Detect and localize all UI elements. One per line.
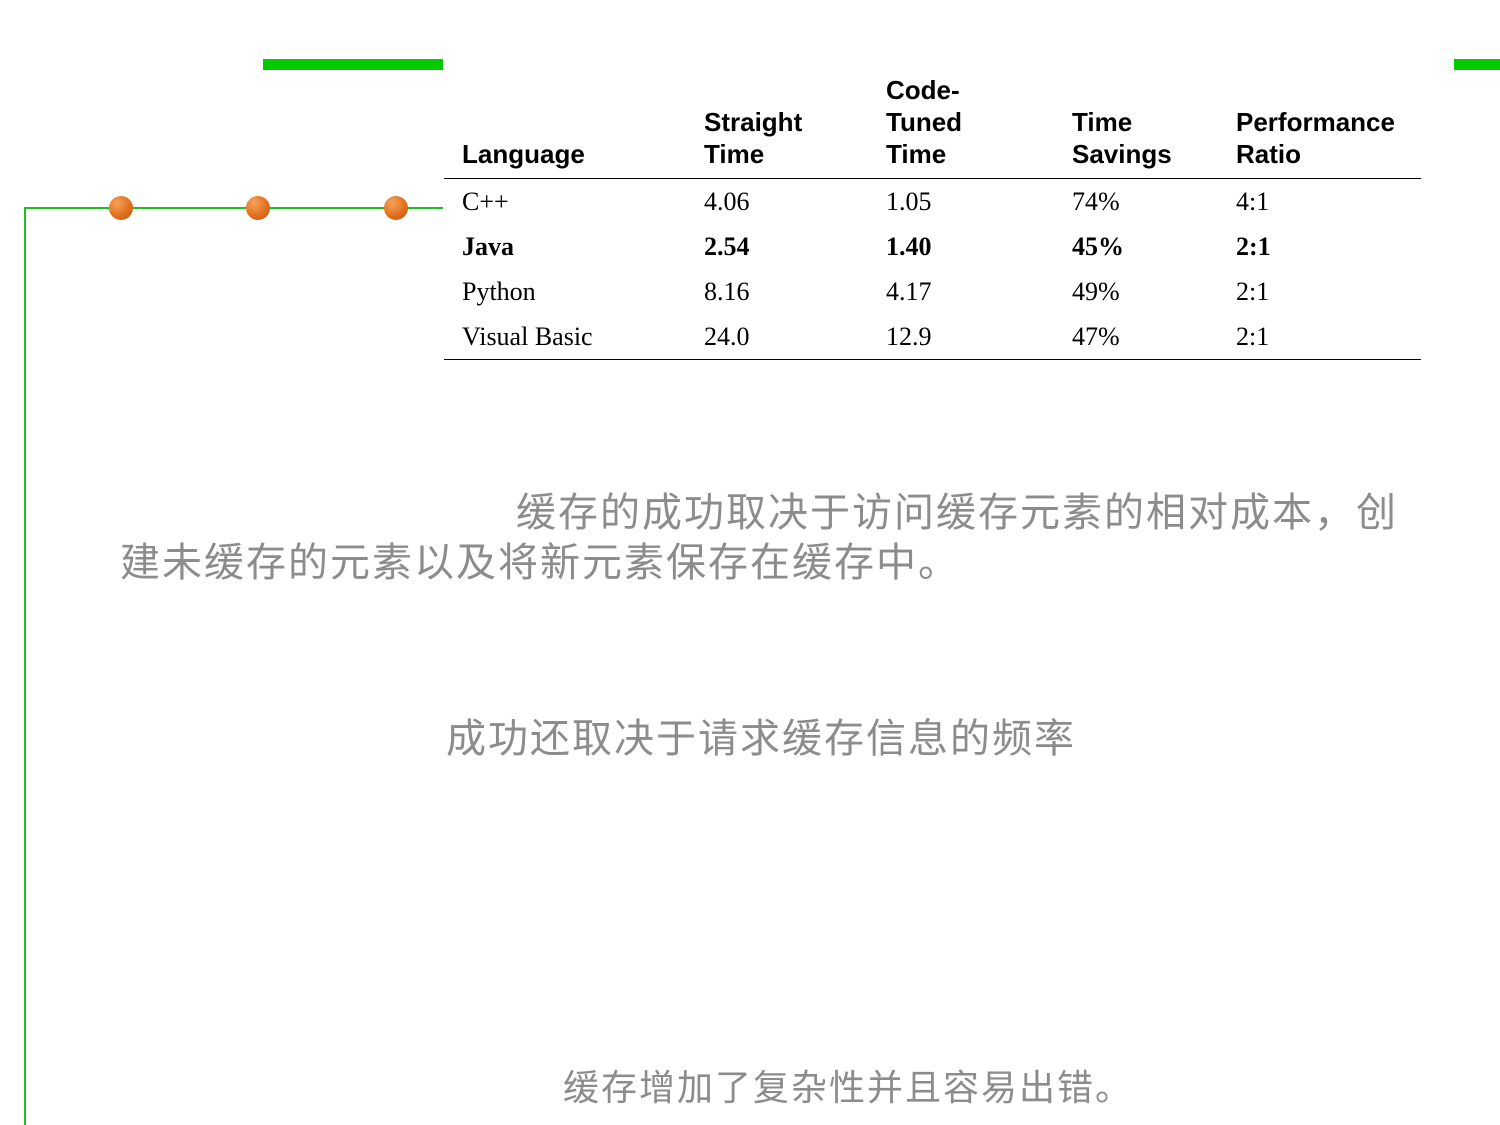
table-row: Python 8.16 4.17 49% 2:1 xyxy=(444,269,1421,314)
decorative-vertical-line xyxy=(24,207,26,1125)
cell-straight-time: 8.16 xyxy=(704,276,750,306)
table-row: Java 2.54 1.40 45% 2:1 xyxy=(444,224,1421,269)
cell-time-savings: 45% xyxy=(1072,231,1124,261)
cell-performance-ratio: 2:1 xyxy=(1236,276,1270,306)
header-code-tuned-time: Code- Tuned Time xyxy=(886,74,1072,179)
cell-language: C++ xyxy=(462,186,509,216)
orange-bullet-dot xyxy=(384,196,408,220)
cell-straight-time: 2.54 xyxy=(704,231,750,261)
cell-language: Java xyxy=(462,231,514,261)
header-time-savings: Time Savings xyxy=(1072,74,1236,179)
cell-performance-ratio: 4:1 xyxy=(1236,186,1270,216)
cell-straight-time: 24.0 xyxy=(704,314,886,360)
body-paragraph-cache-complexity: 缓存增加了复杂性并且容易出错。 xyxy=(563,1068,1134,1109)
cell-code-tuned-time: 12.9 xyxy=(886,314,1072,360)
header-straight-time: Straight Time xyxy=(704,74,886,179)
header-language: Language xyxy=(444,74,704,179)
body-paragraph-cache-cost: 缓存的成功取决于访问缓存元素的相对成本，创建未缓存的元素以及将新元素保存在缓存中… xyxy=(120,490,1398,586)
performance-table: Language Straight Time Code- Tuned Time … xyxy=(444,74,1421,360)
cell-code-tuned-time: 1.40 xyxy=(886,231,932,261)
header-performance-ratio: Performance Ratio xyxy=(1236,74,1421,179)
decorative-horizontal-line xyxy=(24,207,443,209)
orange-bullet-dot xyxy=(109,196,133,220)
cell-language: Visual Basic xyxy=(444,314,704,360)
table-header-row: Language Straight Time Code- Tuned Time … xyxy=(444,74,1421,179)
cell-language: Python xyxy=(462,276,536,306)
orange-bullet-dot xyxy=(246,196,270,220)
cell-performance-ratio: 2:1 xyxy=(1236,231,1271,261)
decorative-green-bar xyxy=(263,59,443,70)
table-row: C++ 4.06 1.05 74% 4:1 xyxy=(444,179,1421,225)
cell-straight-time: 4.06 xyxy=(704,186,750,216)
cell-code-tuned-time: 1.05 xyxy=(886,186,932,216)
body-paragraph-cache-frequency: 成功还取决于请求缓存信息的频率 xyxy=(446,716,1076,762)
cell-time-savings: 74% xyxy=(1072,186,1120,216)
cell-time-savings: 49% xyxy=(1072,276,1120,306)
cell-time-savings: 47% xyxy=(1072,314,1236,360)
table-row: Visual Basic 24.0 12.9 47% 2:1 xyxy=(444,314,1421,360)
cell-code-tuned-time: 4.17 xyxy=(886,276,932,306)
decorative-green-bar-right xyxy=(1454,59,1500,70)
cell-performance-ratio: 2:1 xyxy=(1236,314,1421,360)
